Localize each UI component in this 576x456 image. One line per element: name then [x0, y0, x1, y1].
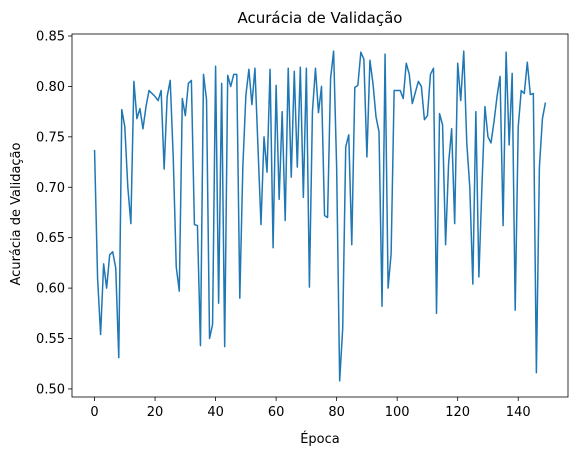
x-tick-label: 100 — [385, 405, 410, 420]
y-tick-label: 0.65 — [36, 231, 65, 246]
y-axis-title: Acurácia de Validação — [9, 142, 24, 285]
x-tick-label: 60 — [268, 405, 285, 420]
x-tick-label: 40 — [207, 405, 224, 420]
x-tick-label: 0 — [90, 405, 98, 420]
y-tick-label: 0.75 — [36, 130, 65, 145]
chart-title: Acurácia de Validação — [238, 9, 403, 27]
x-tick-label: 80 — [328, 405, 345, 420]
y-tick-label: 0.80 — [36, 80, 65, 95]
x-tick-label: 20 — [147, 405, 164, 420]
y-tick-label: 0.50 — [36, 382, 65, 397]
x-tick-label: 120 — [445, 405, 470, 420]
plot-area: 0 20 40 60 80 100 120 140 0.50 0.55 0.60 0.65 0.70 0.… — [36, 30, 569, 420]
y-tick-label: 0.55 — [36, 332, 65, 347]
y-tick-label: 0.60 — [36, 282, 65, 297]
y-tick-label: 0.85 — [36, 30, 65, 45]
series-line-validation-accuracy — [93, 50, 547, 382]
axes-frame — [71, 33, 569, 398]
y-tick-label: 0.70 — [36, 181, 65, 196]
x-axis-title: Época — [300, 431, 340, 447]
x-tick-label: 140 — [506, 405, 531, 420]
